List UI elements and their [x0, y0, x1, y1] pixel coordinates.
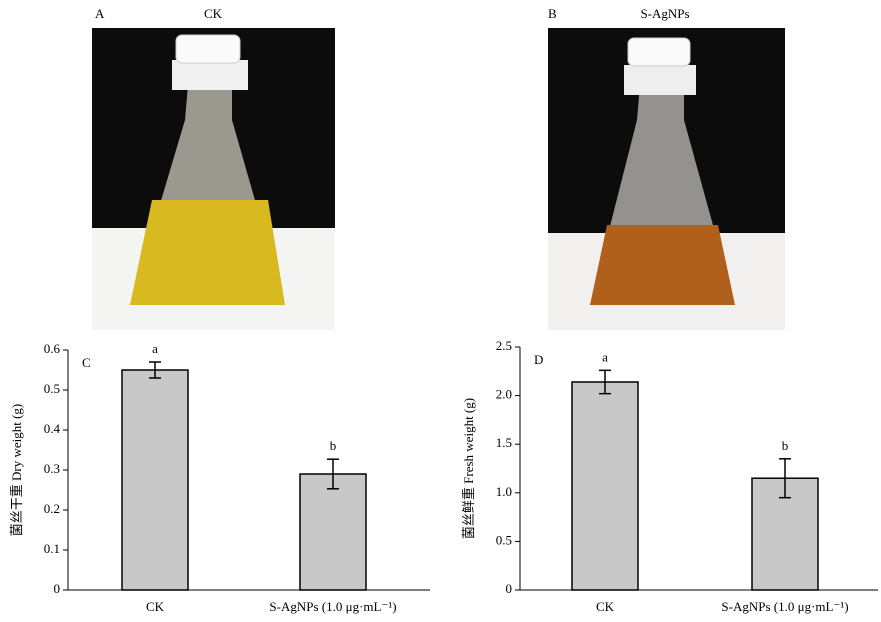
- y-tick-label: 0.3: [44, 461, 60, 476]
- x-tick-label: CK: [596, 599, 615, 614]
- y-tick-label: 0.2: [44, 501, 60, 516]
- wrap: [624, 65, 696, 95]
- y-axis-label: 菌丝干重 Dry weight (g): [9, 404, 24, 537]
- y-tick-label: 0: [506, 581, 513, 596]
- y-tick-label: 0.4: [44, 421, 61, 436]
- panel-label: A: [95, 6, 105, 21]
- wrap: [172, 60, 248, 90]
- y-tick-label: 0: [54, 581, 61, 596]
- bar: [571, 381, 639, 591]
- cap: [175, 34, 241, 64]
- liquid: [130, 200, 285, 305]
- panel-label: D: [534, 352, 543, 367]
- cap: [627, 37, 691, 67]
- y-tick-label: 0.1: [44, 541, 60, 556]
- y-tick-label: 0.6: [44, 341, 61, 356]
- significance-label: a: [602, 349, 608, 364]
- y-axis-label: 菌丝鲜重 Fresh weight (g): [461, 398, 476, 539]
- significance-label: a: [152, 341, 158, 356]
- photo-b: [548, 28, 785, 330]
- y-tick-label: 0.5: [44, 381, 60, 396]
- photo-title: S-AgNPs: [640, 6, 689, 21]
- liquid: [590, 225, 735, 305]
- x-tick-label: CK: [146, 599, 165, 614]
- photo-title: CK: [204, 6, 223, 21]
- x-tick-label: S-AgNPs (1.0 μg·mL⁻¹): [269, 599, 396, 614]
- y-tick-label: 0.5: [496, 532, 512, 547]
- bar: [121, 369, 189, 591]
- significance-label: b: [330, 438, 337, 453]
- y-tick-label: 1.0: [496, 484, 512, 499]
- y-tick-label: 2.5: [496, 338, 512, 353]
- y-tick-label: 2.0: [496, 387, 512, 402]
- bar: [299, 473, 367, 591]
- significance-label: b: [782, 438, 789, 453]
- y-tick-label: 1.5: [496, 435, 512, 450]
- panel-label: B: [548, 6, 557, 21]
- x-tick-label: S-AgNPs (1.0 μg·mL⁻¹): [721, 599, 848, 614]
- panel-label: C: [82, 355, 91, 370]
- photo-a: [92, 28, 335, 330]
